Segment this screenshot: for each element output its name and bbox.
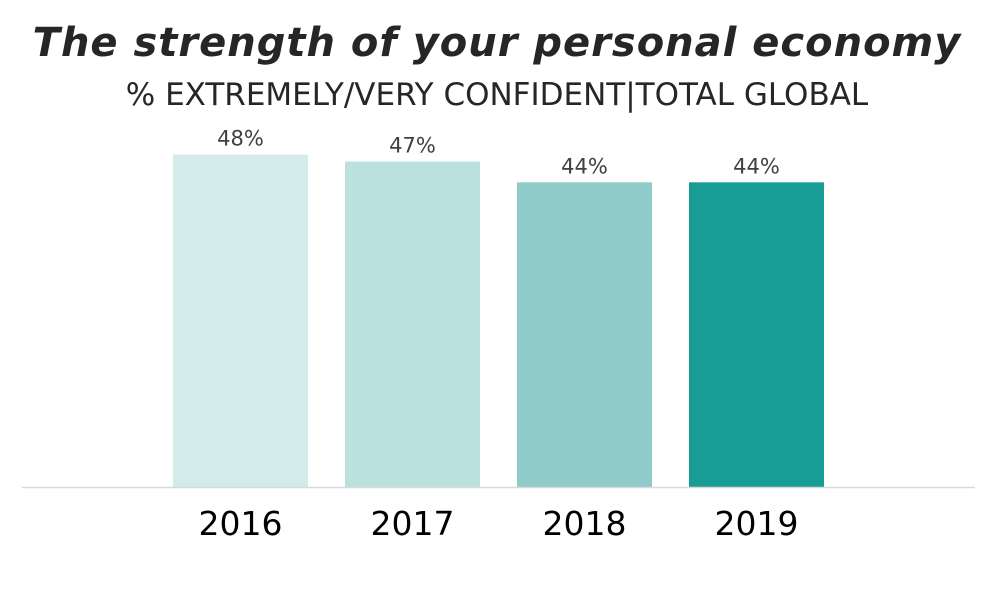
bar-2016 xyxy=(173,154,308,488)
value-label-2017: 47% xyxy=(389,134,436,158)
value-label-2016: 48% xyxy=(217,127,264,151)
chart-subtitle: % EXTREMELY/VERY CONFIDENT|TOTAL GLOBAL xyxy=(125,77,869,113)
value-label-2019: 44% xyxy=(733,154,780,178)
value-label-2018: 44% xyxy=(561,154,608,178)
x-tick-label-2018: 2018 xyxy=(543,504,627,543)
bar-2017 xyxy=(345,161,480,487)
bar-2019 xyxy=(689,182,824,488)
x-tick-label-2019: 2019 xyxy=(715,504,799,543)
bar-2018 xyxy=(517,182,652,488)
x-tick-label-2017: 2017 xyxy=(371,504,455,543)
x-tick-label-2016: 2016 xyxy=(199,504,283,543)
chart-title: The strength of your personal economy xyxy=(32,20,962,66)
